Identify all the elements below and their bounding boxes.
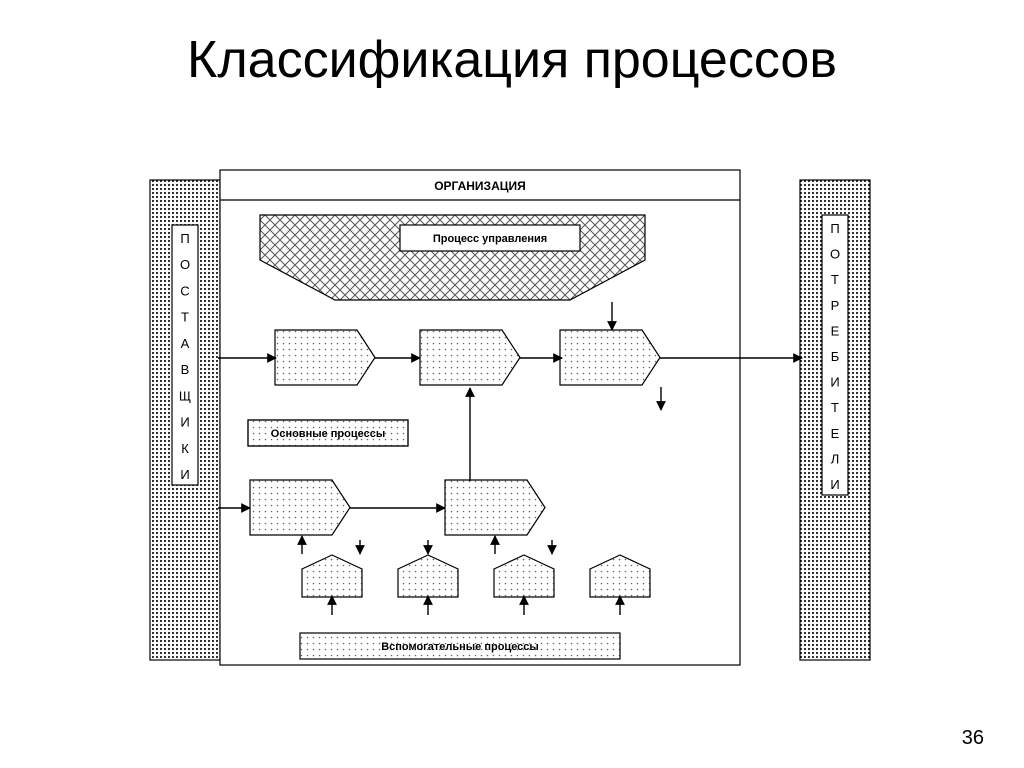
consumers-label-ch-0: П (830, 221, 839, 236)
consumers-label-ch-6: И (830, 375, 839, 390)
suppliers-label-ch-0: П (180, 231, 189, 246)
support-label: Вспомогательные процессы (381, 641, 539, 653)
suppliers-label-ch-6: Щ (179, 388, 191, 403)
consumers-label-ch-2: Т (831, 272, 839, 287)
suppliers-label-ch-4: А (181, 336, 190, 351)
consumers-label-ch-8: Е (831, 426, 840, 441)
slide: Классификация процессов 36 ПОСТАВЩИКИПОТ… (0, 0, 1024, 768)
core-process-r1-0 (275, 330, 375, 385)
core-label: Основные процессы (271, 428, 385, 440)
suppliers-label-ch-3: Т (181, 310, 189, 325)
management-label: Процесс управления (433, 233, 547, 245)
core-process-r2-0 (250, 480, 350, 535)
organization-label: ОРГАНИЗАЦИЯ (434, 179, 526, 193)
consumers-label-ch-5: Б (831, 349, 840, 364)
core-process-r1-2 (560, 330, 660, 385)
suppliers-label-ch-1: О (180, 257, 190, 272)
suppliers-label-ch-9: И (180, 467, 189, 482)
consumers-label-ch-4: Е (831, 323, 840, 338)
suppliers-label-ch-8: К (181, 441, 189, 456)
diagram-svg: ПОСТАВЩИКИПОТРЕБИТЕЛИОРГАНИЗАЦИЯПроцесс … (0, 0, 1024, 768)
core-process-r1-1 (420, 330, 520, 385)
core-process-r2-1 (445, 480, 545, 535)
consumers-label-ch-9: Л (831, 451, 840, 466)
suppliers-label-ch-5: В (181, 362, 190, 377)
consumers-label-ch-7: Т (831, 400, 839, 415)
consumers-label-ch-1: О (830, 247, 840, 262)
suppliers-label-ch-2: С (180, 283, 189, 298)
suppliers-label-ch-7: И (180, 415, 189, 430)
consumers-label-ch-3: Р (831, 298, 840, 313)
consumers-label-ch-10: И (830, 477, 839, 492)
